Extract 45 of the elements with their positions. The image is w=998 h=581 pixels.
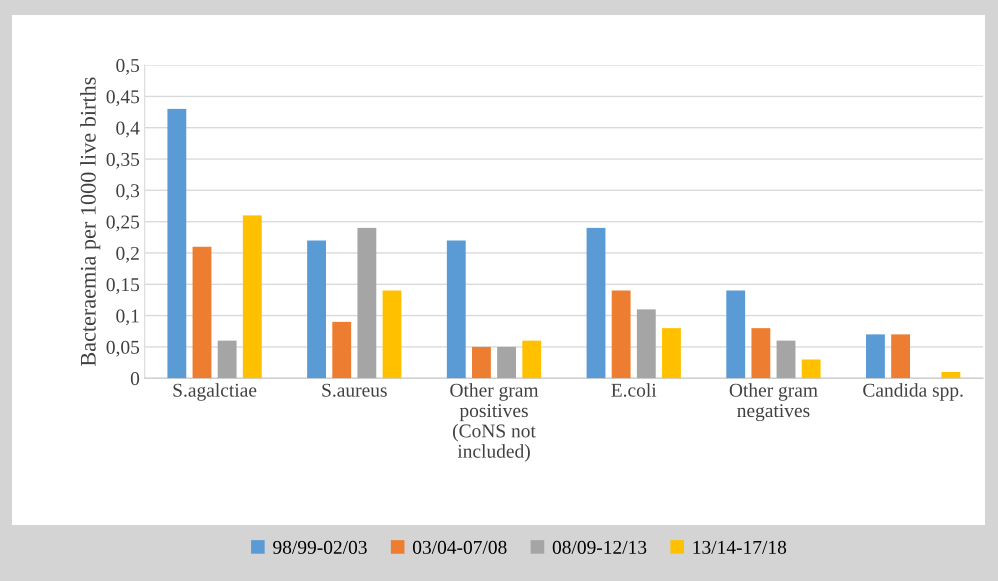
x-tick-label: E.coli <box>611 383 656 397</box>
y-tick-label: 0,15 <box>106 278 140 294</box>
bar <box>802 359 821 378</box>
bar <box>751 328 770 378</box>
bar <box>472 346 491 378</box>
legend-label: 03/04-07/08 <box>412 540 507 554</box>
x-tick-label: Other gram negatives <box>730 383 818 422</box>
y-tick-label: 0,05 <box>106 340 140 357</box>
legend-label: 13/14-17/18 <box>694 540 786 554</box>
bar <box>167 108 186 378</box>
bar <box>866 334 885 378</box>
bar <box>636 309 656 378</box>
bar <box>242 215 262 378</box>
y-tick-label: 0,25 <box>106 215 140 232</box>
x-tick-label: S.agalctiae <box>173 383 256 401</box>
bar <box>726 290 746 378</box>
bar <box>891 334 910 378</box>
legend-label: 98/99-02/03 <box>273 540 367 554</box>
y-tick-label: 0,45 <box>106 90 140 106</box>
legend-label: 08/09-12/13 <box>552 540 646 554</box>
bar <box>776 340 796 378</box>
y-tick-label: 0 <box>130 372 140 386</box>
y-tick-label: 0,4 <box>116 122 140 138</box>
bar <box>218 340 237 378</box>
bar <box>612 290 631 378</box>
y-tick-label: 0,3 <box>116 184 140 200</box>
y-tick-label: 0,35 <box>106 152 140 169</box>
bar <box>662 328 681 378</box>
y-tick-label: 0,1 <box>116 309 139 326</box>
bar <box>941 372 960 378</box>
bar <box>307 240 326 378</box>
bar <box>192 246 212 378</box>
y-tick-label: 0,2 <box>116 246 139 263</box>
bar <box>446 240 466 378</box>
bar <box>586 228 606 378</box>
bar <box>382 290 402 378</box>
bar <box>522 340 542 378</box>
bar <box>497 346 516 378</box>
x-tick-label: Other gram positives (CoNS not included) <box>450 383 538 462</box>
y-tick-label: 0,5 <box>116 58 140 75</box>
bar <box>332 322 352 378</box>
y-axis-title: Bacteraemia per 1000 live births <box>80 77 100 366</box>
bar <box>357 228 376 378</box>
x-tick-label: Candida spp. <box>863 383 963 401</box>
x-tick-label: S.aureus <box>322 384 387 397</box>
